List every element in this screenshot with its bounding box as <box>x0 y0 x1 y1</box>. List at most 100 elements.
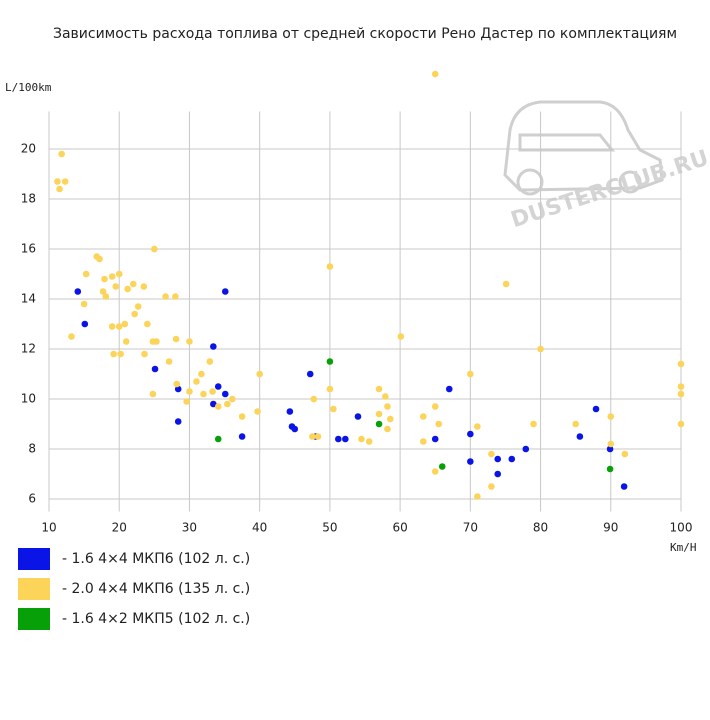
point <box>221 288 229 295</box>
point <box>607 440 615 448</box>
point <box>151 245 158 253</box>
point <box>121 320 129 328</box>
point <box>326 358 334 365</box>
point <box>131 310 138 318</box>
point <box>474 423 481 430</box>
point <box>214 383 222 390</box>
point <box>172 335 180 343</box>
point <box>115 270 123 278</box>
point <box>82 270 90 278</box>
point <box>494 455 502 463</box>
point <box>117 350 124 358</box>
point <box>375 385 383 393</box>
x-tick-label: 60 <box>392 521 407 535</box>
point <box>467 458 474 465</box>
point <box>677 390 685 398</box>
point <box>214 435 222 443</box>
point <box>214 403 222 410</box>
point <box>238 413 246 420</box>
point <box>335 435 342 443</box>
x-tick-label: 80 <box>533 521 548 535</box>
point <box>488 450 495 458</box>
point <box>306 370 314 378</box>
point <box>224 400 231 408</box>
legend-label: - 2.0 4×4 МКП6 (135 л. с.) <box>62 581 250 597</box>
point <box>286 408 294 415</box>
y-tick-label: 18 <box>21 192 36 206</box>
point <box>193 378 200 385</box>
point <box>431 435 439 443</box>
x-tick-label: 40 <box>252 521 267 535</box>
point <box>149 390 157 398</box>
point <box>200 390 207 398</box>
point <box>186 388 193 395</box>
point <box>210 400 217 408</box>
point <box>592 405 600 413</box>
point <box>445 385 453 393</box>
y-tick-label: 12 <box>21 342 36 356</box>
point <box>153 338 160 345</box>
point <box>358 435 365 443</box>
y-tick-label: 10 <box>21 392 36 406</box>
point <box>115 323 123 330</box>
point <box>61 178 69 185</box>
x-tick-label: 30 <box>182 521 197 535</box>
point <box>238 433 246 440</box>
point <box>326 263 334 270</box>
x-tick-label: 20 <box>112 521 127 535</box>
point <box>309 433 316 440</box>
point <box>256 370 263 378</box>
point <box>206 358 214 365</box>
point <box>572 420 579 428</box>
legend-swatch <box>18 548 50 570</box>
point <box>326 385 334 393</box>
point <box>101 275 108 283</box>
point <box>141 350 148 358</box>
point <box>172 293 179 300</box>
point <box>508 455 516 463</box>
point <box>102 293 110 300</box>
point <box>494 470 502 478</box>
point <box>58 150 65 158</box>
point <box>677 383 685 390</box>
point <box>621 450 629 458</box>
point <box>162 293 169 300</box>
point <box>151 365 159 373</box>
point <box>112 283 120 290</box>
x-tick-label: 100 <box>670 521 693 535</box>
point <box>522 445 530 453</box>
point <box>221 390 229 398</box>
legend-swatch <box>18 608 50 630</box>
point <box>467 370 474 378</box>
point <box>537 345 544 353</box>
point <box>382 393 389 400</box>
y-tick-label: 8 <box>28 442 36 456</box>
point <box>124 285 131 293</box>
point <box>314 433 322 440</box>
point <box>209 388 216 395</box>
y-axis-label: L/100km <box>5 81 52 94</box>
point <box>291 425 299 433</box>
point <box>530 420 537 428</box>
point <box>467 430 474 438</box>
watermark-car <box>503 100 664 196</box>
point <box>144 320 151 328</box>
point <box>80 300 88 308</box>
point <box>431 70 439 78</box>
point <box>677 360 685 368</box>
chart-title: Зависимость расхода топлива от средней с… <box>53 26 677 42</box>
point <box>431 403 439 410</box>
point <box>108 323 116 330</box>
point <box>81 320 89 328</box>
y-tick-label: 14 <box>21 292 36 306</box>
point <box>198 370 205 378</box>
point <box>330 405 337 413</box>
point <box>99 288 107 295</box>
point <box>375 420 383 428</box>
point <box>165 358 173 365</box>
x-tick-label: 70 <box>463 521 478 535</box>
y-tick-label: 16 <box>21 242 36 256</box>
point <box>620 483 628 490</box>
point <box>96 255 103 263</box>
